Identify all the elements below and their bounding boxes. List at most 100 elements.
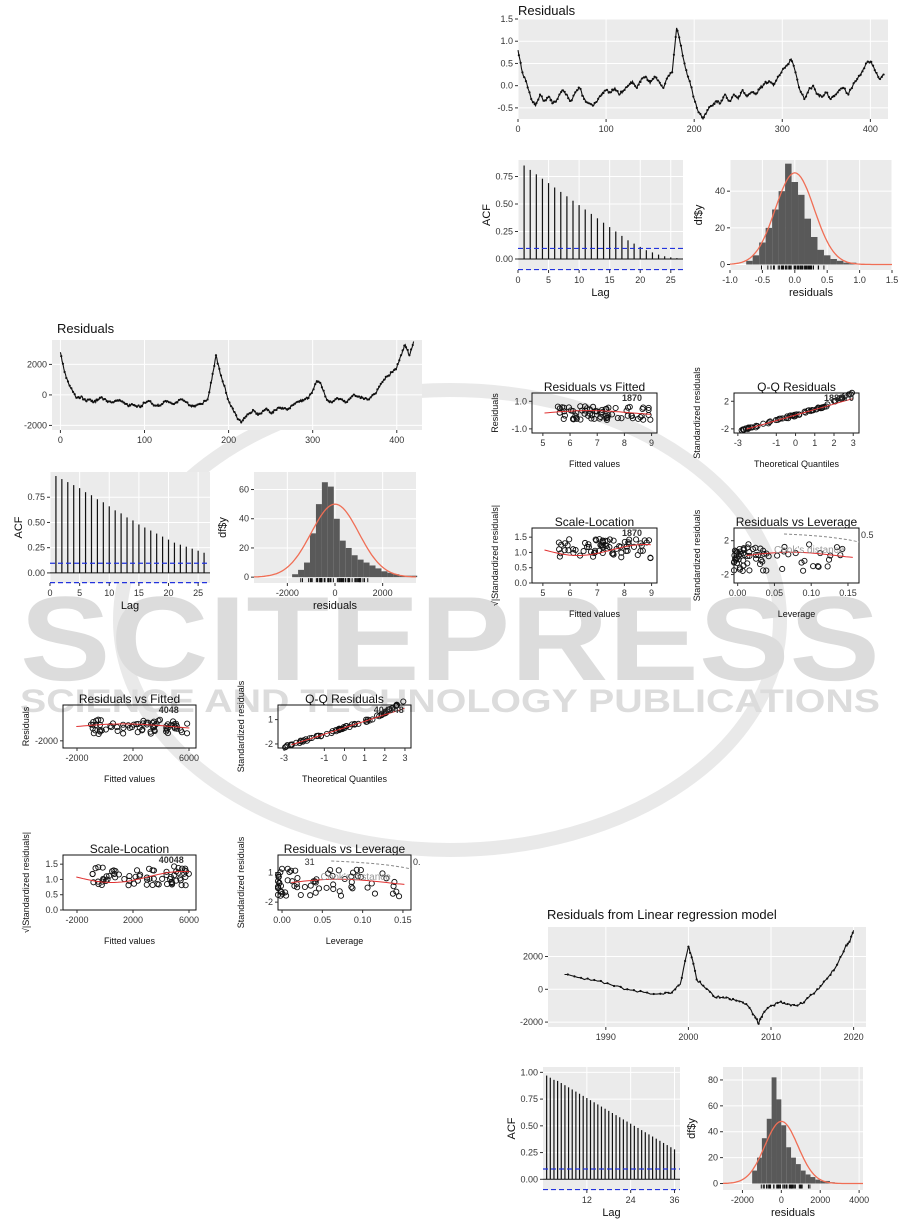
data-point [826,977,829,980]
y-tick-label: 1.5 [500,14,513,24]
data-point [698,980,702,983]
y-tick-label: -1.0 [511,424,527,434]
scatter-point [599,542,606,549]
data-point [775,79,778,82]
data-point [322,389,325,392]
chart-c: -1.0 -0.5 0.0 0.5 1.0 1.5 0 20 40 residuals df$y [693,160,898,299]
data-point [542,99,545,102]
scatter-point [618,554,625,561]
panel-background [50,472,210,583]
scatter-point [277,892,284,899]
data-point [808,86,811,90]
data-point [790,60,794,63]
data-point [384,375,387,378]
data-point [757,88,760,91]
data-point [228,401,231,404]
histogram-bar [810,1177,816,1184]
data-point [588,102,591,105]
chart-title: Residuals vs Leverage [284,842,406,856]
data-point [819,94,822,97]
data-point [238,418,241,421]
data-point [347,398,350,401]
histogram-bar [791,1157,796,1184]
data-point [406,348,409,352]
data-point [593,978,596,982]
data-point [310,391,313,395]
scatter-point [819,404,826,411]
x-tick-label: 5 [77,588,82,598]
data-point [627,84,630,87]
x-tick-label: 400 [389,435,404,445]
scatter-point [126,872,133,880]
scatter-point [561,547,568,554]
data-point [625,86,628,89]
y-tick-label: 20 [239,543,249,553]
scatter-point [167,874,174,881]
histogram-bar [759,242,766,265]
data-point [639,989,642,993]
scatter-point [391,878,398,886]
data-point [307,396,310,400]
data-point [523,76,526,79]
y-tick-label: 0.50 [27,517,45,527]
data-point [651,77,654,81]
data-point [802,1001,806,1004]
scatter-point [98,727,105,734]
data-point [374,392,377,395]
data-point [78,397,81,400]
data-point [346,400,349,404]
data-point [277,406,280,409]
y-tick-label: 20 [715,223,725,233]
x-tick-label: 15 [605,275,615,285]
data-point [748,1006,751,1009]
data-point [268,411,271,414]
scatter-point [282,744,289,751]
data-point [635,86,639,89]
data-point [833,95,836,98]
scatter-point [134,867,141,874]
y-tick-label: 0.00 [495,254,513,264]
data-point [692,95,695,98]
y-tick-label: 0.5 [514,563,527,573]
y-axis-label: Residuals [21,706,31,746]
data-point [649,79,653,83]
scatter-point [754,423,761,430]
y-tick-label: 0.25 [495,227,513,237]
data-point [681,54,684,57]
data-point [549,99,552,102]
data-point [738,1000,741,1003]
data-point [315,380,318,383]
data-point [628,82,631,86]
x-axis-label: Fitted values [569,459,621,469]
data-point [63,370,66,374]
data-point [741,1001,745,1004]
data-point [404,346,408,349]
data-point [241,419,244,422]
data-point [831,95,834,98]
data-point [394,368,398,371]
data-point [637,83,640,86]
data-point [674,988,677,991]
plot-annotation: 1870 [622,393,642,403]
data-point [273,409,276,412]
x-tick-label: 2000 [373,588,393,598]
x-tick-label: 0 [58,435,63,445]
chart-n: 0.00 0.05 0.10 0.15 -2 1 Residuals vs Leverage… [236,836,421,946]
data-point [352,393,355,396]
data-point [850,86,853,90]
data-point [216,362,219,365]
scatter-point [330,881,337,888]
data-point [738,95,741,98]
scatter-point [645,537,653,544]
y-tick-label: 0.5 [500,58,513,68]
scatter-point [733,548,740,555]
scatter-point [400,698,407,705]
histogram-bar [836,260,844,265]
data-point [586,977,589,980]
data-point [108,400,112,403]
y-tick-label: 1.00 [520,1067,538,1077]
data-point [70,387,73,390]
watermark: SCITEPRESS SCIENCE AND TECHNOLOGY PUBLIC… [20,383,880,857]
scatter-point [171,872,178,879]
data-point [754,1016,757,1019]
